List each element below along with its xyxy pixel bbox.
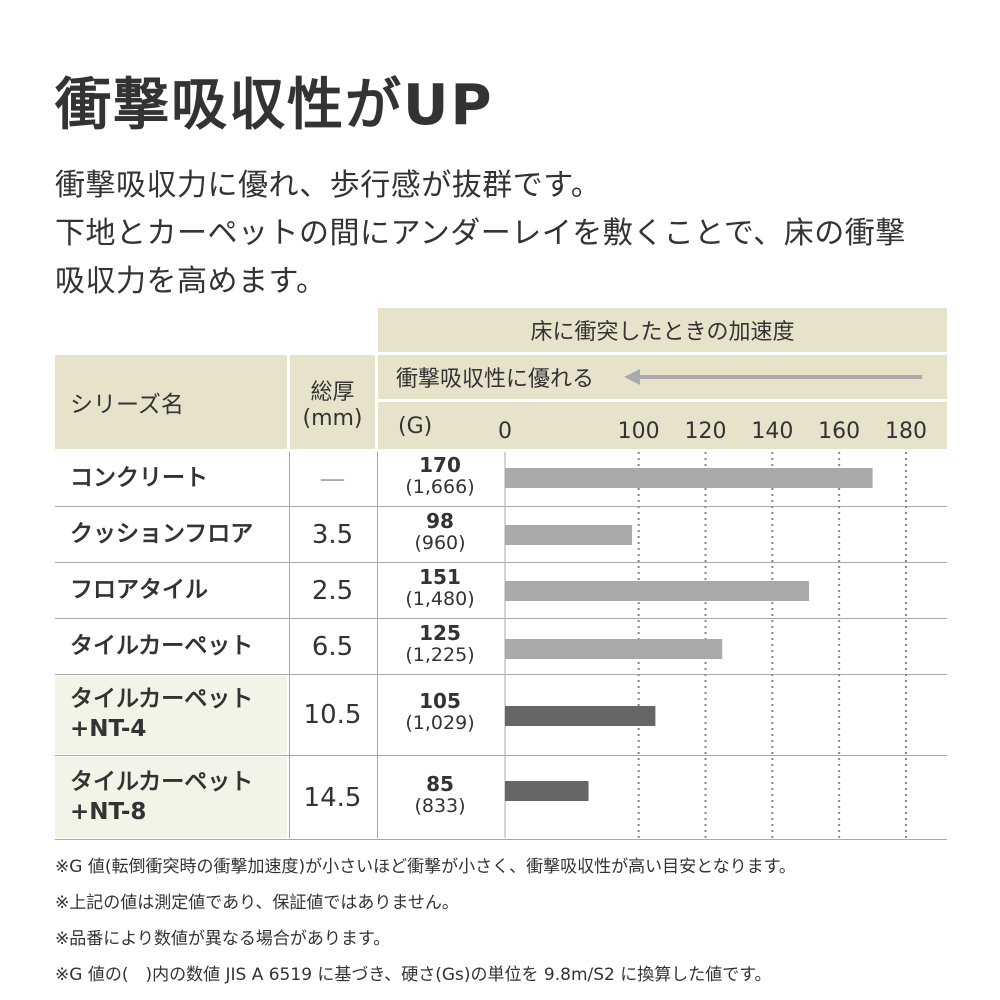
thickness-value: 10.5 bbox=[303, 700, 362, 730]
row-divider bbox=[55, 618, 947, 619]
g-value: 170 bbox=[419, 452, 461, 477]
gs-value: (833) bbox=[414, 794, 466, 817]
thickness-value: 3.5 bbox=[311, 519, 354, 550]
header-series-label: シリーズ名 bbox=[70, 392, 184, 418]
series-name-cell: フロアタイル bbox=[55, 564, 287, 617]
value-label: 85 (833) bbox=[385, 773, 495, 818]
series-name-line-2: +NT-4 bbox=[70, 716, 147, 742]
value-label: 98 (960) bbox=[385, 510, 495, 555]
description-line-2: 下地とカーペットの間にアンダーレイを敷くことで、床の衝撃 bbox=[55, 216, 906, 251]
note-4: ※G 値の( )内の数値 JIS A 6519 に基づき、硬さ(Gs)の単位を … bbox=[55, 965, 772, 985]
bar bbox=[505, 525, 632, 545]
bar bbox=[505, 581, 810, 601]
column-border bbox=[377, 452, 378, 838]
x-tick-label: 120 bbox=[685, 419, 727, 444]
thickness-value: 2.5 bbox=[311, 575, 354, 606]
row-divider bbox=[55, 755, 947, 756]
series-name: タイルカーペット +NT-8 bbox=[55, 768, 253, 828]
gs-value: (1,225) bbox=[405, 643, 475, 666]
header-thickness-cell: 総厚 (mm) bbox=[290, 355, 375, 449]
x-tick-label: 160 bbox=[818, 419, 860, 444]
page-title: 衝撃吸収性がUP bbox=[55, 73, 494, 138]
column-gap bbox=[287, 355, 290, 449]
chart-title: 床に衝突したときの加速度 bbox=[530, 320, 795, 345]
header-axis-cell: (G) bbox=[378, 402, 947, 449]
x-tick-label: 180 bbox=[885, 419, 927, 444]
series-name-cell: コンクリート bbox=[55, 452, 287, 505]
gs-value: (1,480) bbox=[405, 587, 475, 610]
series-name-line-1: フロアタイル bbox=[70, 576, 208, 603]
left-arrow-icon bbox=[624, 369, 922, 385]
header-thickness-label: 総厚 bbox=[310, 379, 355, 405]
bar bbox=[505, 468, 873, 488]
series-name: タイルカーペット bbox=[55, 632, 253, 662]
note-2: ※上記の値は測定値であり、保証値ではありません。 bbox=[55, 893, 459, 913]
column-gap bbox=[375, 308, 378, 449]
value-label: 170 (1,666) bbox=[385, 454, 495, 499]
g-value: 151 bbox=[419, 564, 461, 589]
thickness-value: 14.5 bbox=[303, 782, 362, 813]
bar bbox=[505, 639, 723, 659]
bar bbox=[505, 706, 656, 726]
g-value: 105 bbox=[419, 689, 461, 713]
x-tick-label: 0 bbox=[498, 419, 512, 444]
axis-unit-label: (G) bbox=[398, 414, 433, 439]
value-label: 125 (1,225) bbox=[385, 622, 495, 667]
series-name: コンクリート bbox=[55, 464, 208, 494]
series-name-line-2: +NT-8 bbox=[70, 798, 147, 825]
series-name-line-1: タイルカーペット bbox=[70, 768, 254, 795]
series-name-cell: タイルカーペット +NT-8 bbox=[55, 757, 287, 838]
x-tick-label: 140 bbox=[751, 419, 793, 444]
bar bbox=[505, 781, 589, 801]
gs-value: (1,666) bbox=[405, 475, 475, 498]
thickness-value: 6.5 bbox=[311, 631, 354, 662]
header-chart-title-cell: 床に衝突したときの加速度 bbox=[378, 308, 947, 352]
g-value: 125 bbox=[419, 620, 461, 645]
series-name-line-1: タイルカーペット bbox=[70, 686, 254, 713]
series-name-cell: タイルカーペット +NT-4 bbox=[55, 676, 287, 754]
header-series-cell: シリーズ名 bbox=[55, 355, 287, 449]
header-thickness-unit: (mm) bbox=[302, 405, 363, 431]
header-arrow-cell: 衝撃吸収性に優れる bbox=[378, 355, 947, 399]
row-divider bbox=[55, 839, 947, 840]
series-name: クッションフロア bbox=[55, 520, 253, 550]
value-label: 151 (1,480) bbox=[385, 566, 495, 611]
g-value: 98 bbox=[426, 508, 454, 533]
series-name-cell: タイルカーペット bbox=[55, 620, 287, 673]
description-line-1: 衝撃吸収力に優れ、歩行感が抜群です。 bbox=[55, 168, 602, 203]
gs-value: (1,029) bbox=[405, 712, 475, 734]
series-name: タイルカーペット +NT-4 bbox=[55, 685, 253, 745]
series-name-cell: クッションフロア bbox=[55, 508, 287, 561]
series-name-line-1: コンクリート bbox=[70, 464, 208, 491]
row-divider bbox=[55, 562, 947, 563]
thickness-value: — bbox=[319, 463, 346, 494]
column-border bbox=[289, 452, 290, 838]
row-divider bbox=[55, 506, 947, 507]
x-tick-label: 100 bbox=[618, 419, 660, 444]
note-1: ※G 値(転倒衝突時の衝撃加速度)が小さいほど衝撃が小さく、衝撃吸収性が高い目安… bbox=[55, 857, 796, 877]
value-label: 105 (1,029) bbox=[385, 690, 495, 735]
series-name-line-1: クッションフロア bbox=[70, 520, 254, 547]
arrow-label: 衝撃吸収性に優れる bbox=[396, 367, 595, 392]
series-name-line-1: タイルカーペット bbox=[70, 632, 254, 659]
series-name: フロアタイル bbox=[55, 576, 208, 606]
description-line-3: 吸収力を高めます。 bbox=[55, 264, 327, 299]
g-value: 85 bbox=[426, 771, 454, 796]
note-3: ※品番により数値が異なる場合があります。 bbox=[55, 929, 391, 949]
row-divider bbox=[55, 674, 947, 675]
gs-value: (960) bbox=[414, 531, 466, 554]
